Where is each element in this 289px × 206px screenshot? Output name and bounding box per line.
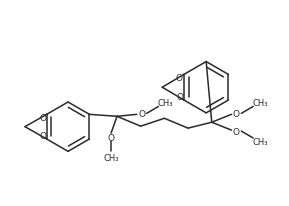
Text: CH₃: CH₃ [103,153,119,163]
Text: O: O [177,92,184,101]
Text: O: O [175,74,183,82]
Text: CH₃: CH₃ [158,98,173,108]
Text: O: O [39,131,46,140]
Text: CH₃: CH₃ [252,98,268,108]
Text: O: O [39,113,46,122]
Text: CH₃: CH₃ [252,138,268,147]
Text: O: O [233,127,240,136]
Text: O: O [233,109,240,118]
Text: O: O [138,109,145,118]
Text: O: O [108,133,115,142]
